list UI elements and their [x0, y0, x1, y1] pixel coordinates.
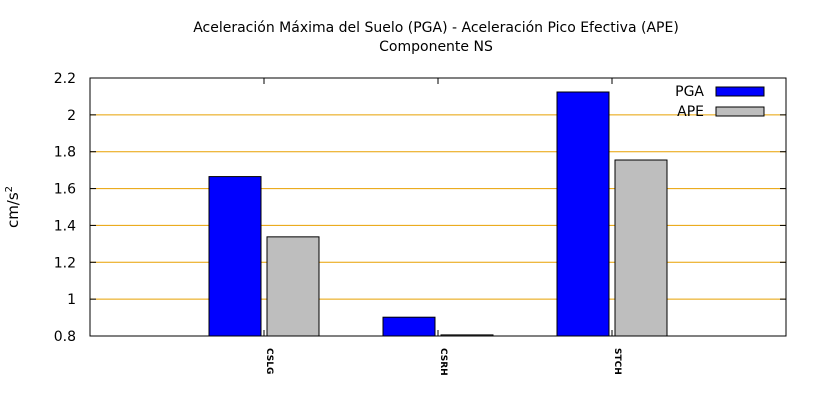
legend-swatch-ape — [715, 106, 765, 117]
y-axis-label: cm/s2 — [4, 186, 22, 228]
x-tick-label: STCH — [612, 348, 622, 375]
bar-pga-cslg — [208, 176, 262, 337]
bar-pga-stch — [556, 91, 610, 337]
legend-swatch-pga — [715, 86, 765, 97]
y-tick-label: 1.6 — [54, 182, 76, 198]
y-tick-label: 1.8 — [54, 145, 76, 161]
legend-label-ape: APE — [677, 104, 704, 120]
bars — [208, 91, 668, 337]
legend-label-pga: PGA — [675, 84, 704, 100]
x-tick-label: CSRH — [438, 348, 448, 376]
x-tick-label: CSLG — [264, 348, 274, 374]
legend: PGA APE — [675, 84, 765, 120]
bar-pga-csrh — [382, 316, 436, 337]
y-tick-label: 1.4 — [54, 218, 76, 234]
chart-title: Aceleración Máxima del Suelo (PGA) - Ace… — [193, 20, 679, 36]
y-tick-label: 2 — [67, 108, 76, 124]
y-tick-label: 2.2 — [54, 71, 76, 87]
axis-ticks: 0.8 1 1.2 1.4 1.6 1.8 2 2.2 CSLG CSRH STCH — [54, 71, 786, 376]
chart-subtitle: Componente NS — [379, 39, 493, 55]
bar-ape-cslg — [266, 236, 320, 337]
y-tick-label: 0.8 — [54, 329, 76, 345]
y-tick-label: 1.2 — [54, 255, 76, 271]
bar-ape-stch — [614, 159, 668, 337]
y-tick-label: 1 — [67, 292, 76, 308]
gridlines — [90, 114, 786, 300]
